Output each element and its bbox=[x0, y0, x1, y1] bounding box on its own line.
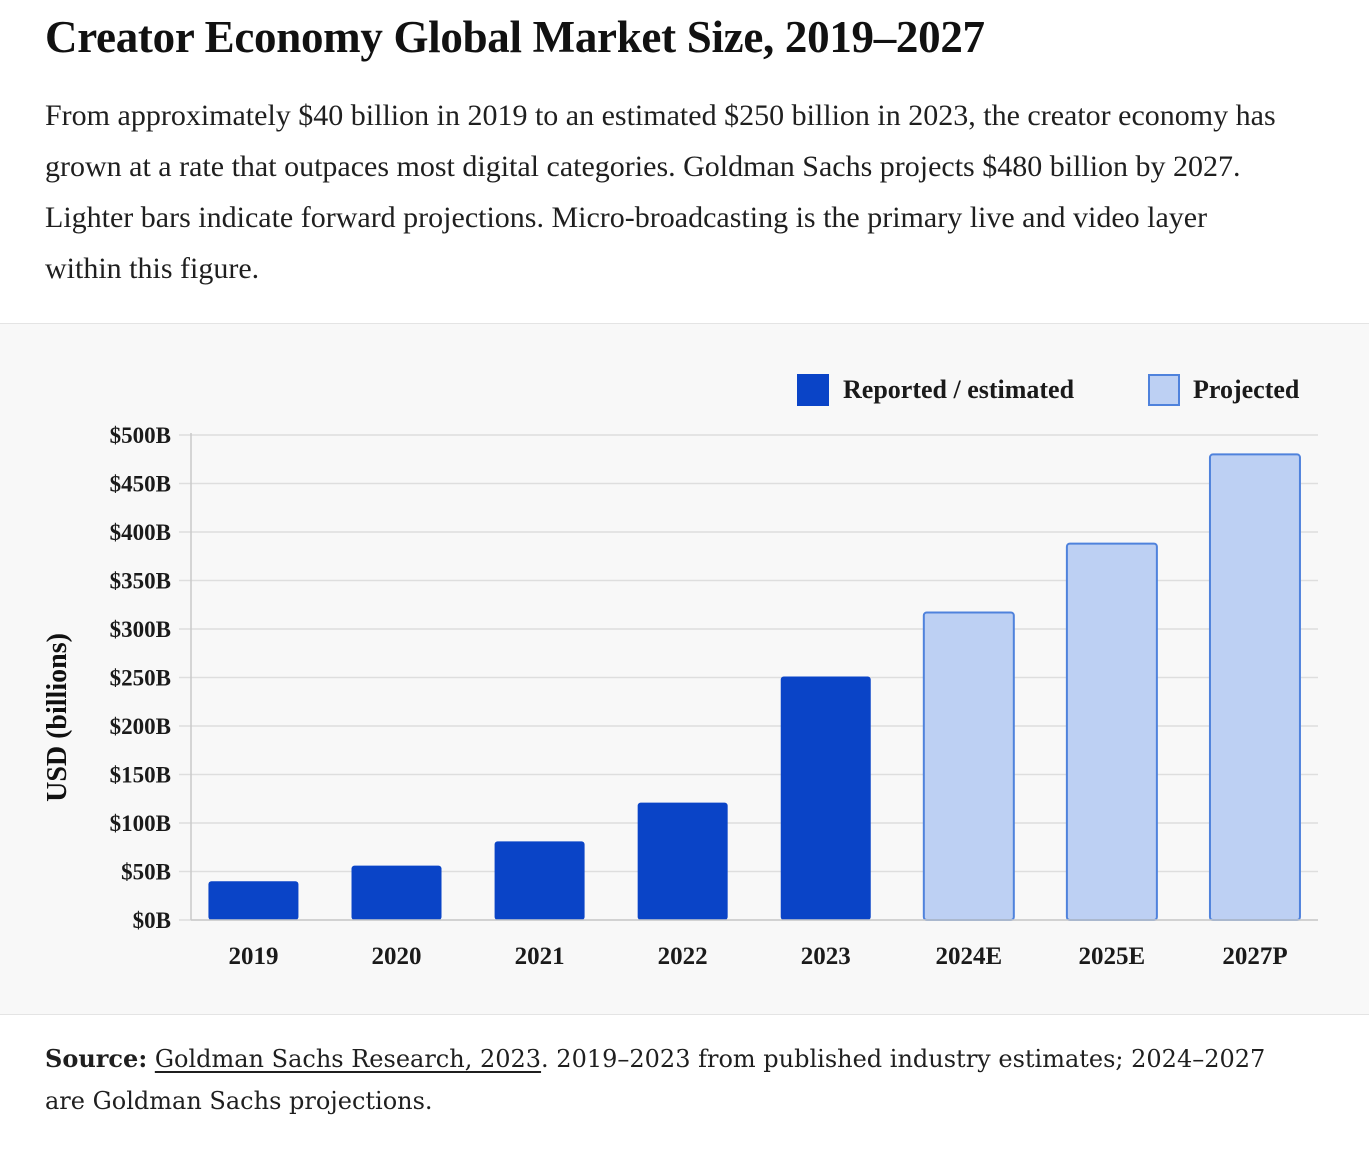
y-tick-label: $350B bbox=[110, 569, 171, 594]
x-tick-label: 2023 bbox=[801, 943, 851, 970]
chart-description: From approximately $40 billion in 2019 t… bbox=[45, 99, 1276, 285]
y-tick-label: $250B bbox=[110, 666, 171, 691]
y-tick-label: $100B bbox=[110, 811, 171, 836]
y-tick-label: $300B bbox=[110, 617, 171, 642]
y-tick-label: $400B bbox=[110, 520, 171, 545]
header: Creator Economy Global Market Size, 2019… bbox=[0, 0, 1369, 294]
x-tick-label: 2025E bbox=[1079, 943, 1146, 970]
bar-2022 bbox=[637, 802, 728, 920]
legend-label-reported: Reported / estimated bbox=[843, 375, 1075, 404]
x-tick-label: 2024E bbox=[935, 943, 1002, 970]
source-label: Source: bbox=[45, 1044, 148, 1073]
x-tick-label: 2021 bbox=[515, 943, 565, 970]
y-tick-label: $150B bbox=[110, 763, 171, 788]
y-tick-label: $450B bbox=[110, 472, 171, 497]
bar-2020 bbox=[351, 865, 442, 920]
source-note-text: . 2019–2023 from published industry esti… bbox=[45, 1045, 1266, 1115]
y-axis-tick-labels: $0B $50B $100B $150B $200B $250B $300B $350B $40… bbox=[110, 423, 171, 933]
bar-2024E bbox=[922, 611, 1015, 921]
legend-swatch-reported bbox=[797, 374, 829, 406]
y-axis-title: USD (billions) bbox=[42, 633, 73, 802]
bar-2019 bbox=[208, 881, 299, 920]
y-tick-label: $50B bbox=[121, 860, 171, 885]
bar-chart: $0B $50B $100B $150B $200B $250B $300B $350B $40… bbox=[42, 374, 1318, 970]
x-axis-tick-labels: 2019 2020 2021 2022 2023 2024E 2025E 2027P bbox=[228, 943, 1287, 970]
chart-panel: $0B $50B $100B $150B $200B $250B $300B $350B $40… bbox=[0, 323, 1369, 1015]
source-link[interactable]: Goldman Sachs Research, 2023 bbox=[154, 1045, 542, 1073]
bar-2025E bbox=[1065, 542, 1158, 921]
y-tick-label: $200B bbox=[110, 714, 171, 739]
bar-2021 bbox=[494, 841, 585, 920]
x-tick-label: 2020 bbox=[372, 943, 422, 970]
page-title: Creator Economy Global Market Size, 2019… bbox=[45, 12, 985, 62]
bar-2023 bbox=[780, 676, 871, 920]
x-tick-label: 2022 bbox=[658, 943, 708, 970]
y-tick-label: $0B bbox=[133, 908, 171, 933]
source-note: Source: Goldman Sachs Research, 2023. 20… bbox=[45, 1038, 1285, 1122]
bar-2027P bbox=[1208, 453, 1301, 921]
axes: USD (billions) bbox=[42, 433, 1318, 921]
legend-swatch-projected bbox=[1148, 374, 1180, 406]
y-tick-label: $500B bbox=[110, 423, 171, 448]
x-tick-label: 2019 bbox=[228, 943, 278, 970]
x-tick-label: 2027P bbox=[1222, 943, 1287, 970]
legend: Reported / estimated Projected bbox=[797, 374, 1300, 406]
bars bbox=[208, 453, 1301, 921]
legend-label-projected: Projected bbox=[1193, 375, 1300, 404]
